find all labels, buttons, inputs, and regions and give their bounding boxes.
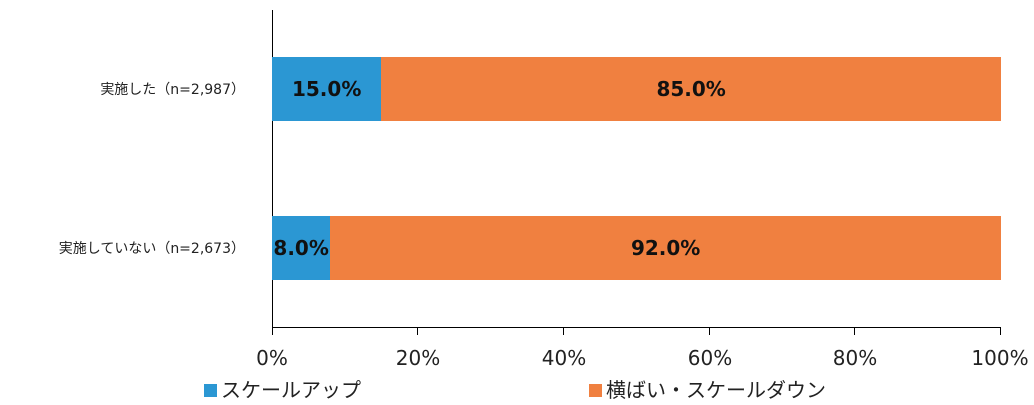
x-axis-line — [272, 327, 1001, 328]
bar-segment-flat-or-down: 92.0% — [330, 216, 1001, 280]
x-tick-label: 0% — [256, 346, 288, 370]
bar-row-not-implemented: 8.0% 92.0% — [272, 216, 1001, 280]
legend-item-scale-up: スケールアップ — [204, 374, 361, 403]
bar-segment-scale-up: 8.0% — [272, 216, 331, 280]
x-tick-40 — [563, 327, 564, 335]
data-label: 8.0% — [273, 236, 329, 260]
category-label: 実施していない（n=2,673） — [58, 241, 245, 257]
bar-segment-scale-up: 15.0% — [272, 57, 382, 121]
x-tick-60 — [709, 327, 710, 335]
legend-swatch-icon — [589, 384, 602, 397]
legend-item-flat-or-down: 横ばい・スケールダウン — [589, 374, 826, 403]
bar-row-implemented: 15.0% 85.0% — [272, 57, 1001, 121]
category-label: 実施した（n=2,987） — [100, 82, 245, 98]
x-tick-20 — [417, 327, 418, 335]
x-tick-label: 80% — [832, 346, 878, 370]
data-label: 92.0% — [630, 236, 701, 260]
x-tick-label: 20% — [395, 346, 441, 370]
data-label: 15.0% — [291, 77, 362, 101]
x-tick-0 — [272, 327, 273, 335]
data-label: 85.0% — [656, 77, 726, 101]
legend-label: スケールアップ — [221, 378, 361, 402]
x-tick-label: 60% — [687, 346, 733, 370]
x-tick-label: 100% — [971, 346, 1029, 370]
x-tick-label: 40% — [541, 346, 587, 370]
x-tick-100 — [1000, 327, 1001, 335]
legend-label: 横ばい・スケールダウン — [606, 378, 826, 402]
y-axis-line — [272, 10, 273, 335]
x-tick-80 — [854, 327, 855, 335]
legend-swatch-icon — [204, 384, 217, 397]
bar-segment-flat-or-down: 85.0% — [381, 57, 1001, 121]
